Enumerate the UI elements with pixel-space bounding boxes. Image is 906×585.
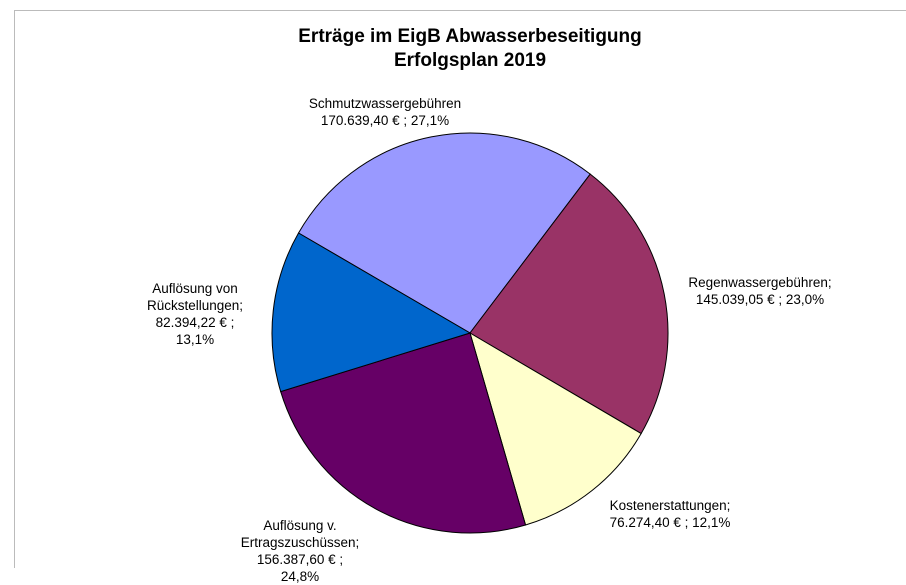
pie-slice — [469, 173, 669, 435]
chart-subtitle: Erfolgsplan 2019 — [393, 50, 547, 71]
data-label: Auflösung v. Ertragszuschüssen; 156.387,6… — [238, 517, 363, 585]
pie-slice — [469, 331, 642, 526]
value-label: 156.387,60 € ; 24,8% — [256, 552, 344, 584]
data-label: Kostenerstattungen; 76.274,40 € ; 12,1% — [610, 497, 731, 531]
pie-slice — [280, 332, 527, 534]
page: Erträge im EigB Abwasserbeseitigung Erfo… — [14, 10, 906, 584]
pie-slice — [271, 232, 472, 393]
chart-frame — [14, 10, 906, 568]
category-label: Regenwassergebühren; — [688, 275, 832, 290]
data-label: Auflösung von Rückstellungen; 82.394,22 €… — [139, 280, 251, 348]
category-label: Schmutzwassergebühren — [308, 96, 462, 111]
data-label: Regenwassergebühren; 145.039,05 € ; 23,0% — [688, 274, 831, 308]
chart-title: Erträge im EigB Abwasserbeseitigung — [298, 26, 642, 47]
category-label: Auflösung von Rückstellungen; — [146, 281, 244, 313]
value-label: 76.274,40 € ; 12,1% — [609, 515, 731, 530]
pie-chart — [271, 132, 669, 534]
value-label: 170.639,40 € ; 27,1% — [320, 113, 450, 128]
data-label: Schmutzwassergebühren 170.639,40 € ; 27,1… — [309, 95, 461, 129]
pie-slice — [297, 132, 591, 334]
value-label: 145.039,05 € ; 23,0% — [695, 292, 825, 307]
category-label: Kostenerstattungen; — [609, 498, 731, 513]
category-label: Auflösung v. Ertragszuschüssen; — [240, 518, 360, 550]
value-label: 82.394,22 € ; 13,1% — [155, 315, 235, 347]
